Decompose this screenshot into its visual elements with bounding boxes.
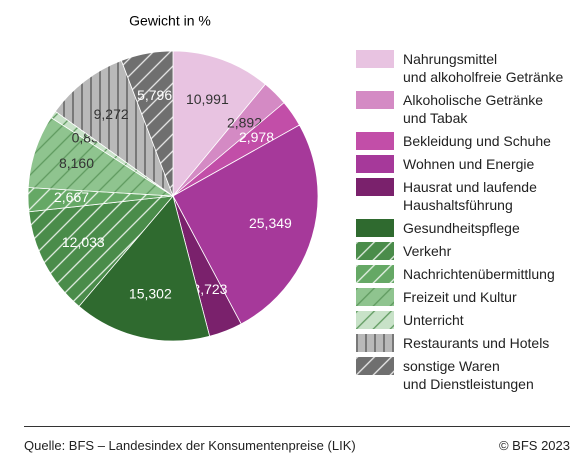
pie-slice [28,195,174,307]
data-label: 2,892 [227,115,262,131]
pie-slice [78,195,211,342]
legend-swatch-fill [356,219,394,237]
legend-swatch-fill [356,242,394,260]
legend-swatch [356,242,394,260]
legend-swatch-fill [356,311,394,329]
legend-swatch-fill [356,91,394,109]
legend-item: Wohnen und Energie [356,155,578,173]
footer-rule [24,426,570,427]
legend-swatch [356,91,394,109]
data-label: 10,991 [186,91,229,107]
legend-label: Alkoholische Getränke und Tabak [403,92,544,126]
legend-item: sonstige Waren und Dienstleistungen [356,357,578,393]
legend-swatch [356,311,394,329]
legend-item: Freizeit und Kultur [356,288,578,306]
legend: Nahrungsmittel und alkoholfreie Getränke… [356,50,578,398]
legend-swatch [356,155,394,173]
legend-item: Nachrichtenübermittlung [356,265,578,283]
data-label: 15,302 [129,286,172,302]
pie-slice [172,50,266,198]
legend-item: Hausrat und laufende Haushaltsführung [356,178,578,214]
legend-swatch-fill [356,178,394,196]
legend-label: Verkehr [403,243,452,259]
legend-item: Bekleidung und Schuhe [356,132,578,150]
legend-label: Nachrichtenübermittlung [403,266,555,282]
data-label: 3,723 [192,281,227,297]
data-label: 12,033 [62,234,105,250]
legend-label: Freizeit und Kultur [403,289,517,305]
legend-swatch-fill [356,132,394,150]
legend-swatch-fill [356,357,394,375]
legend-swatch [356,219,394,237]
legend-swatch-fill [356,155,394,173]
data-label: 9,272 [94,106,129,122]
legend-item: Restaurants und Hotels [356,334,578,352]
legend-swatch [356,334,394,352]
pie-slice [54,59,174,198]
legend-swatch [356,50,394,68]
pie-slice [120,50,174,197]
legend-label: Restaurants und Hotels [403,335,550,351]
legend-label: Gesundheitspflege [403,220,520,236]
legend-label: Unterricht [403,312,464,328]
data-label: 5,796 [137,87,172,103]
legend-swatch [356,357,394,375]
legend-swatch-fill [356,288,394,306]
legend-item: Alkoholische Getränke und Tabak [356,91,578,127]
legend-label: Bekleidung und Schuhe [403,133,551,149]
legend-item: Unterricht [356,311,578,329]
legend-swatch [356,132,394,150]
legend-item: Verkehr [356,242,578,260]
pie-slice [172,124,319,325]
legend-swatch-fill [356,265,394,283]
legend-label: Nahrungsmittel und alkoholfreie Getränke [403,51,564,85]
legend-item: Gesundheitspflege [356,219,578,237]
legend-swatch [356,288,394,306]
data-label: 25,349 [249,215,292,231]
data-label: 2,978 [239,129,274,145]
copyright: © BFS 2023 [498,438,570,453]
legend-label: Hausrat und laufende Haushaltsführung [403,179,537,213]
legend-label: Wohnen und Energie [403,156,535,172]
legend-swatch-fill [356,50,394,68]
legend-swatch [356,178,394,196]
chart-title: Gewicht in % [129,13,211,29]
data-label: 2,667 [54,189,89,205]
legend-swatch [356,265,394,283]
legend-label: sonstige Waren und Dienstleistungen [403,358,534,392]
legend-swatch-fill [356,334,394,352]
data-label: 8,160 [59,155,94,171]
source: Quelle: BFS – Landesindex der Konsumente… [24,438,356,453]
legend-item: Nahrungsmittel und alkoholfreie Getränke [356,50,578,86]
